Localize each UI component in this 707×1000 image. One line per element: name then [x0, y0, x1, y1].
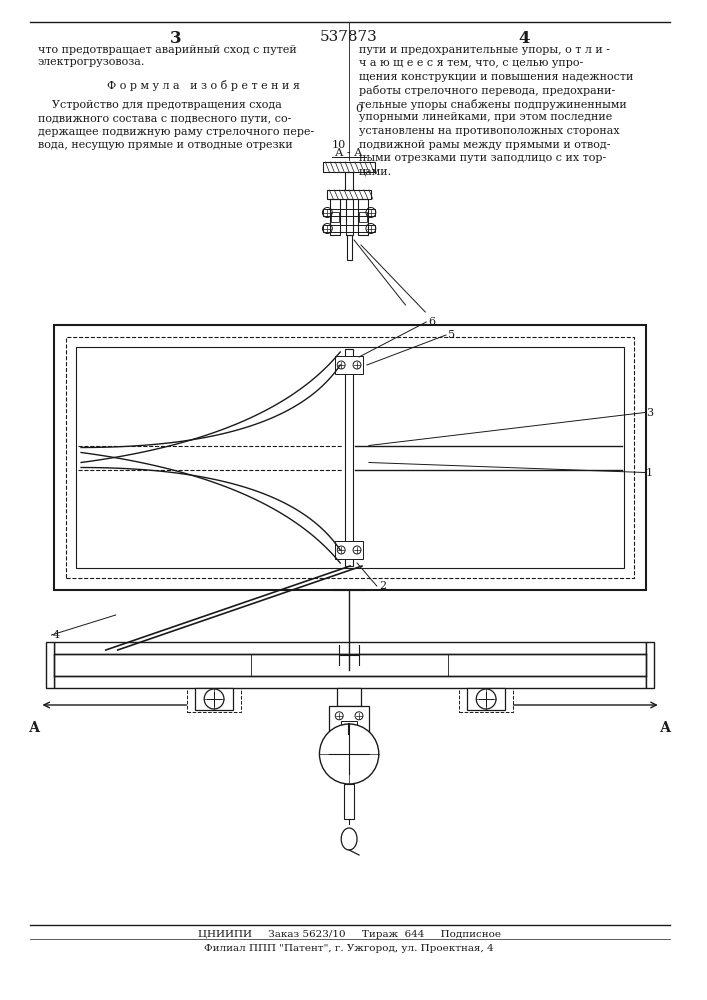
- Text: электрогрузовоза.: электрогрузовоза.: [37, 57, 145, 67]
- Bar: [335, 356, 363, 374]
- Text: установлены на противоположных сторонах: установлены на противоположных сторонах: [359, 126, 619, 136]
- Bar: [344, 784, 354, 819]
- Bar: [327, 190, 371, 199]
- Bar: [345, 349, 353, 566]
- Circle shape: [335, 712, 343, 720]
- Text: 3: 3: [645, 408, 653, 418]
- Circle shape: [353, 546, 361, 554]
- Text: 4: 4: [52, 630, 59, 640]
- Bar: [467, 688, 505, 710]
- Text: подвижной рамы между прямыми и отвод-: подвижной рамы между прямыми и отвод-: [359, 139, 611, 149]
- Bar: [337, 688, 361, 706]
- Text: ч а ю щ е е с я тем, что, с целью упро-: ч а ю щ е е с я тем, что, с целью упро-: [359, 58, 583, 68]
- Bar: [346, 199, 353, 235]
- Bar: [76, 347, 624, 568]
- Bar: [645, 642, 654, 688]
- Text: Устройство для предотвращения схода: Устройство для предотвращения схода: [37, 100, 281, 110]
- Bar: [335, 541, 363, 559]
- Circle shape: [337, 546, 345, 554]
- Bar: [323, 209, 375, 216]
- Text: 5: 5: [448, 330, 455, 340]
- Text: пути и предохранительные упоры, о т л и -: пути и предохранительные упоры, о т л и …: [359, 45, 610, 55]
- Text: тельные упоры снабжены подпружиненными: тельные упоры снабжены подпружиненными: [359, 99, 627, 110]
- Circle shape: [337, 361, 345, 369]
- Text: Ф о р м у л а   и з о б р е т е н и я: Ф о р м у л а и з о б р е т е н и я: [107, 80, 300, 91]
- Bar: [54, 642, 645, 654]
- Circle shape: [320, 724, 379, 784]
- Text: щения конструкции и повышения надежности: щения конструкции и повышения надежности: [359, 72, 633, 82]
- Text: Филиал ППП "Патент", г. Ужгород, ул. Проектная, 4: Филиал ППП "Патент", г. Ужгород, ул. Про…: [204, 944, 494, 953]
- Bar: [195, 688, 233, 710]
- Text: держащее подвижную раму стрелочного пере-: держащее подвижную раму стрелочного пере…: [37, 127, 314, 137]
- Bar: [323, 162, 375, 172]
- Bar: [332, 212, 339, 222]
- Bar: [54, 676, 645, 688]
- Text: работы стрелочного перевода, предохрани-: работы стрелочного перевода, предохрани-: [359, 86, 615, 97]
- Bar: [66, 337, 634, 578]
- Bar: [460, 688, 513, 712]
- Text: 6: 6: [428, 317, 436, 327]
- Text: 10: 10: [332, 140, 346, 150]
- Text: А: А: [29, 721, 40, 735]
- Text: 2: 2: [379, 581, 386, 591]
- Text: 0: 0: [355, 104, 362, 114]
- Text: 537873: 537873: [320, 30, 378, 44]
- Bar: [329, 706, 369, 734]
- Text: подвижного состава с подвесного пути, со-: подвижного состава с подвесного пути, со…: [37, 113, 291, 123]
- Text: цами.: цами.: [359, 166, 392, 176]
- Bar: [358, 199, 368, 235]
- Bar: [47, 642, 54, 688]
- Circle shape: [477, 689, 496, 709]
- Text: 4: 4: [518, 30, 530, 47]
- Text: А: А: [660, 721, 671, 735]
- Bar: [323, 225, 375, 232]
- Bar: [346, 235, 351, 260]
- Bar: [330, 199, 340, 235]
- Bar: [341, 721, 357, 731]
- Text: 3: 3: [170, 30, 182, 47]
- Circle shape: [204, 689, 224, 709]
- Bar: [54, 325, 645, 590]
- Text: что предотвращает аварийный сход с путей: что предотвращает аварийный сход с путей: [37, 45, 296, 55]
- Bar: [345, 172, 353, 190]
- Text: вода, несущую прямые и отводные отрезки: вода, несущую прямые и отводные отрезки: [37, 140, 292, 150]
- Circle shape: [355, 712, 363, 720]
- Text: ЦНИИПИ     Заказ 5623/10     Тираж  644     Подписное: ЦНИИПИ Заказ 5623/10 Тираж 644 Подписное: [198, 930, 501, 939]
- Text: ными отрезками пути заподлицо с их тор-: ными отрезками пути заподлицо с их тор-: [359, 153, 607, 163]
- Text: упорными линейками, при этом последние: упорными линейками, при этом последние: [359, 112, 612, 122]
- Bar: [187, 688, 241, 712]
- Circle shape: [353, 361, 361, 369]
- Text: А - А: А - А: [335, 148, 363, 158]
- Bar: [359, 212, 367, 222]
- Text: 1: 1: [645, 468, 653, 478]
